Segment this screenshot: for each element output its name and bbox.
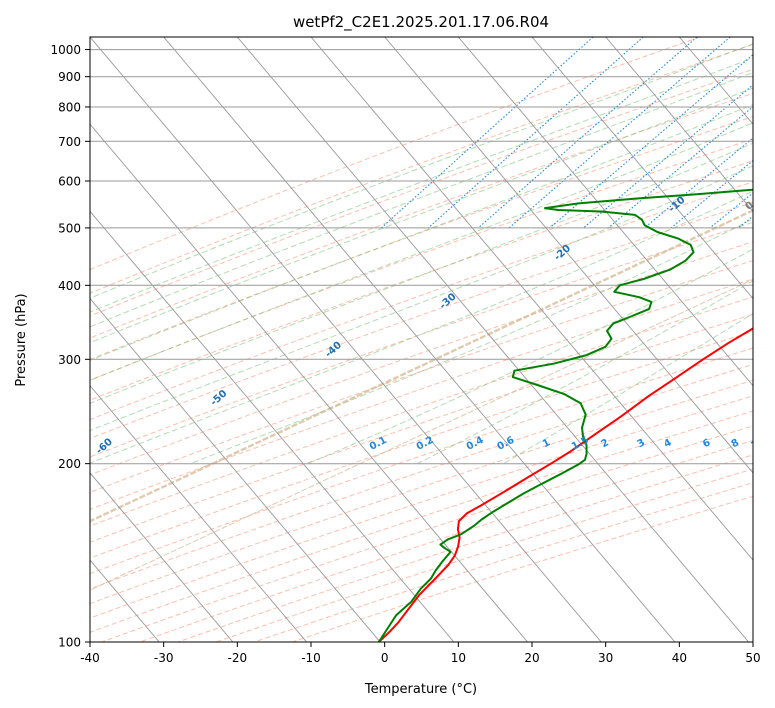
x-tick-label: -30 bbox=[154, 651, 174, 665]
isotherm-line bbox=[90, 37, 602, 642]
mixing-ratio-label: 6 bbox=[701, 437, 712, 450]
moist-adiabat-line bbox=[502, 312, 753, 465]
dry-adiabat-line bbox=[90, 160, 753, 401]
isotherm-line bbox=[384, 37, 753, 474]
x-tick-label: 20 bbox=[524, 651, 539, 665]
moist-adiabat-line bbox=[307, 248, 753, 465]
isotherm-line bbox=[90, 385, 307, 642]
mixing-ratio-label: 0.1 bbox=[368, 435, 389, 453]
isotherm-line bbox=[310, 37, 753, 561]
moist-adiabat-line bbox=[190, 218, 753, 465]
x-tick-label: -20 bbox=[228, 651, 248, 665]
isotherm-line bbox=[163, 37, 676, 642]
moist-adiabat-line bbox=[416, 280, 753, 465]
mixing-ratio-line bbox=[644, 137, 753, 229]
y-tick-label: 900 bbox=[58, 70, 81, 84]
isotherm-line bbox=[236, 37, 749, 642]
y-tick-label: 1000 bbox=[50, 43, 81, 57]
mixing-ratio-line bbox=[381, 37, 594, 229]
moist-adiabat-line bbox=[90, 71, 753, 328]
mixing-ratio-label: 4 bbox=[662, 437, 673, 450]
x-axis-label: Temperature (°C) bbox=[364, 682, 477, 697]
dry-adiabat-line bbox=[90, 379, 753, 605]
mixing-ratio-label: 8 bbox=[730, 437, 741, 450]
y-tick-label: 400 bbox=[58, 279, 81, 293]
y-axis-label: Pressure (hPa) bbox=[14, 293, 29, 386]
moist-adiabat-line bbox=[90, 57, 753, 313]
mixing-ratio-line bbox=[607, 106, 753, 229]
axes: -40 -30 -20 -10 0 10 20 30 40 5010020030040050060… bbox=[50, 43, 760, 665]
mixing-ratio-line bbox=[508, 37, 731, 229]
moist-adiabat-line bbox=[90, 122, 753, 381]
y-tick-label: 800 bbox=[58, 100, 81, 114]
isotherm-label: -20 bbox=[552, 243, 573, 263]
isotherm-line bbox=[0, 37, 86, 642]
dry-adiabat-line bbox=[90, 330, 753, 559]
isotherm-line bbox=[457, 37, 753, 387]
profile-lines bbox=[377, 188, 753, 642]
isotherm-line bbox=[752, 37, 753, 38]
isotherm-label: -10 bbox=[667, 195, 688, 215]
isotherm-line bbox=[0, 37, 12, 642]
isotherm-label: -40 bbox=[323, 340, 344, 360]
isotherm-line bbox=[531, 37, 753, 300]
mixing-ratio-line bbox=[761, 37, 775, 228]
isotherm-label: 0 bbox=[743, 200, 756, 213]
mixing-ratio-line bbox=[549, 53, 753, 229]
moist-adiabat-line bbox=[90, 142, 753, 404]
mixing-ratio-line bbox=[738, 215, 753, 229]
mixing-ratio-line bbox=[477, 37, 698, 229]
x-tick-label: -40 bbox=[80, 651, 100, 665]
dry-adiabat-line bbox=[90, 115, 753, 360]
dry-adiabat-line bbox=[90, 68, 753, 317]
dewpoint-profile-line bbox=[377, 188, 753, 642]
isotherm-label: -60 bbox=[94, 436, 115, 456]
dry-adiabat-line bbox=[90, 43, 753, 294]
isotherm-line bbox=[90, 210, 455, 642]
chart-title: wetPf2_C2E1.2025.201.17.06.R04 bbox=[293, 13, 549, 32]
x-tick-label: 10 bbox=[451, 651, 466, 665]
y-tick-label: 200 bbox=[58, 457, 81, 471]
dry-adiabat-line bbox=[90, 395, 753, 619]
y-tick-label: 500 bbox=[58, 221, 81, 235]
mixing-ratio-label: 1 bbox=[541, 437, 552, 450]
temperature-profile-line bbox=[378, 327, 753, 642]
x-tick-label: -10 bbox=[301, 651, 321, 665]
moist-adiabat-line bbox=[90, 104, 753, 361]
moist-adiabat-line bbox=[90, 190, 753, 464]
mixing-ratio-line bbox=[427, 37, 644, 229]
y-tick-label: 700 bbox=[58, 135, 81, 149]
moist-adiabat-line bbox=[90, 87, 753, 344]
x-tick-label: 30 bbox=[598, 651, 613, 665]
isotherm-line bbox=[90, 123, 528, 642]
plot-frame bbox=[89, 36, 754, 643]
mixing-ratio-label: 10 bbox=[749, 436, 766, 452]
isotherm-line bbox=[605, 37, 753, 213]
mixing-ratio-label: 3 bbox=[636, 437, 647, 450]
reference-curve-line bbox=[90, 278, 753, 591]
dry-adiabat-line bbox=[90, 347, 753, 575]
moist-adiabat-line bbox=[90, 165, 753, 432]
x-tick-label: 40 bbox=[672, 651, 687, 665]
y-tick-label: 300 bbox=[58, 353, 81, 367]
x-tick-label: 0 bbox=[381, 651, 389, 665]
background-lines bbox=[0, 37, 775, 642]
moist-adiabat-line bbox=[90, 43, 753, 299]
reference-curve-line bbox=[90, 209, 753, 523]
y-tick-label: 600 bbox=[58, 174, 81, 188]
y-tick-label: 100 bbox=[58, 636, 81, 650]
isotherm-line bbox=[90, 472, 234, 642]
mixing-ratio-label: 0.2 bbox=[415, 435, 436, 453]
x-tick-label: 50 bbox=[745, 651, 760, 665]
dry-adiabat-line bbox=[90, 37, 701, 271]
mixing-ratio-label: 2 bbox=[599, 437, 610, 450]
isotherm-line bbox=[90, 297, 381, 642]
